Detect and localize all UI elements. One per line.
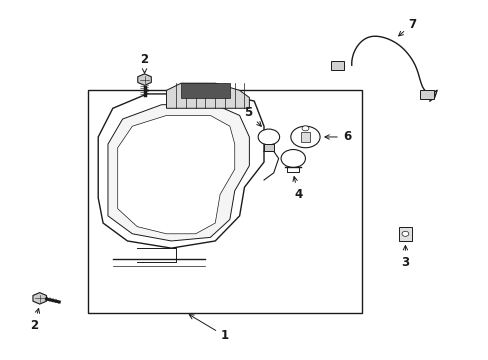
Circle shape: [290, 126, 320, 148]
Polygon shape: [118, 116, 234, 234]
Bar: [419, 90, 433, 99]
Text: 4: 4: [292, 177, 302, 201]
Text: 3: 3: [401, 246, 408, 269]
Bar: [181, 83, 229, 98]
Text: 5: 5: [244, 106, 261, 126]
Circle shape: [302, 126, 308, 131]
Text: 1: 1: [189, 315, 228, 342]
Polygon shape: [98, 94, 264, 248]
Bar: [300, 132, 310, 142]
Polygon shape: [33, 293, 46, 304]
Bar: [398, 226, 411, 241]
Text: 7: 7: [398, 18, 416, 36]
Bar: [88, 90, 361, 313]
Bar: [330, 61, 344, 70]
Polygon shape: [166, 83, 249, 108]
Text: 2: 2: [30, 309, 40, 332]
Circle shape: [258, 129, 279, 145]
Text: 2: 2: [140, 53, 148, 73]
Circle shape: [401, 231, 408, 236]
Text: 6: 6: [324, 130, 350, 144]
Circle shape: [281, 149, 305, 167]
Polygon shape: [138, 74, 151, 85]
Polygon shape: [108, 105, 249, 241]
Bar: [264, 144, 273, 150]
